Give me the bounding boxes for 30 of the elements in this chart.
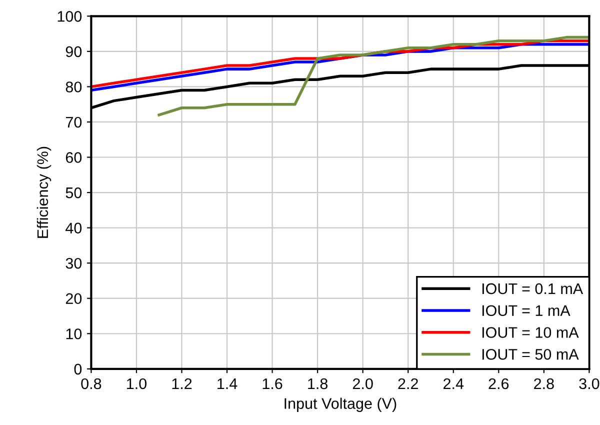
y-axis-title: Efficiency (%)	[36, 146, 52, 238]
x-axis-title: Input Voltage (V)	[284, 398, 396, 412]
x-tick-label: 1.4	[218, 378, 238, 389]
legend-label: IOUT = 10 mA	[482, 327, 579, 338]
x-tick-label: 2.4	[444, 378, 464, 389]
y-tick-label: 20	[66, 293, 82, 304]
y-tick-label: 50	[66, 187, 82, 198]
x-tick-label: 2.6	[488, 378, 509, 390]
x-tick-label: 3.0	[579, 378, 600, 390]
y-tick-label: 30	[66, 258, 82, 269]
legend-label: IOUT = 50 mA	[482, 348, 579, 360]
y-tick-label: 100	[58, 11, 82, 22]
y-tick-label: 0	[74, 364, 82, 375]
x-tick-label: 1.6	[262, 378, 282, 390]
x-tick-label: 2.2	[398, 378, 418, 389]
y-tick-label: 10	[66, 328, 82, 340]
x-tick-label: 2.0	[352, 378, 373, 390]
legend-label: IOUT = 0.1 mA	[482, 283, 584, 294]
y-tick-label: 60	[66, 152, 82, 163]
x-tick-label: 1.2	[172, 378, 192, 389]
y-tick-label: 40	[66, 222, 82, 234]
x-tick-label: 1.8	[308, 378, 328, 390]
x-tick-label: 0.8	[81, 378, 102, 390]
x-tick-label: 1.0	[127, 378, 146, 390]
y-tick-label: 90	[66, 46, 82, 58]
x-tick-label: 2.8	[534, 378, 554, 390]
y-tick-label: 70	[66, 116, 82, 128]
legend-label: IOUT = 1 mA	[482, 305, 570, 316]
y-tick-label: 80	[66, 82, 82, 92]
line-series	[158, 36, 590, 116]
